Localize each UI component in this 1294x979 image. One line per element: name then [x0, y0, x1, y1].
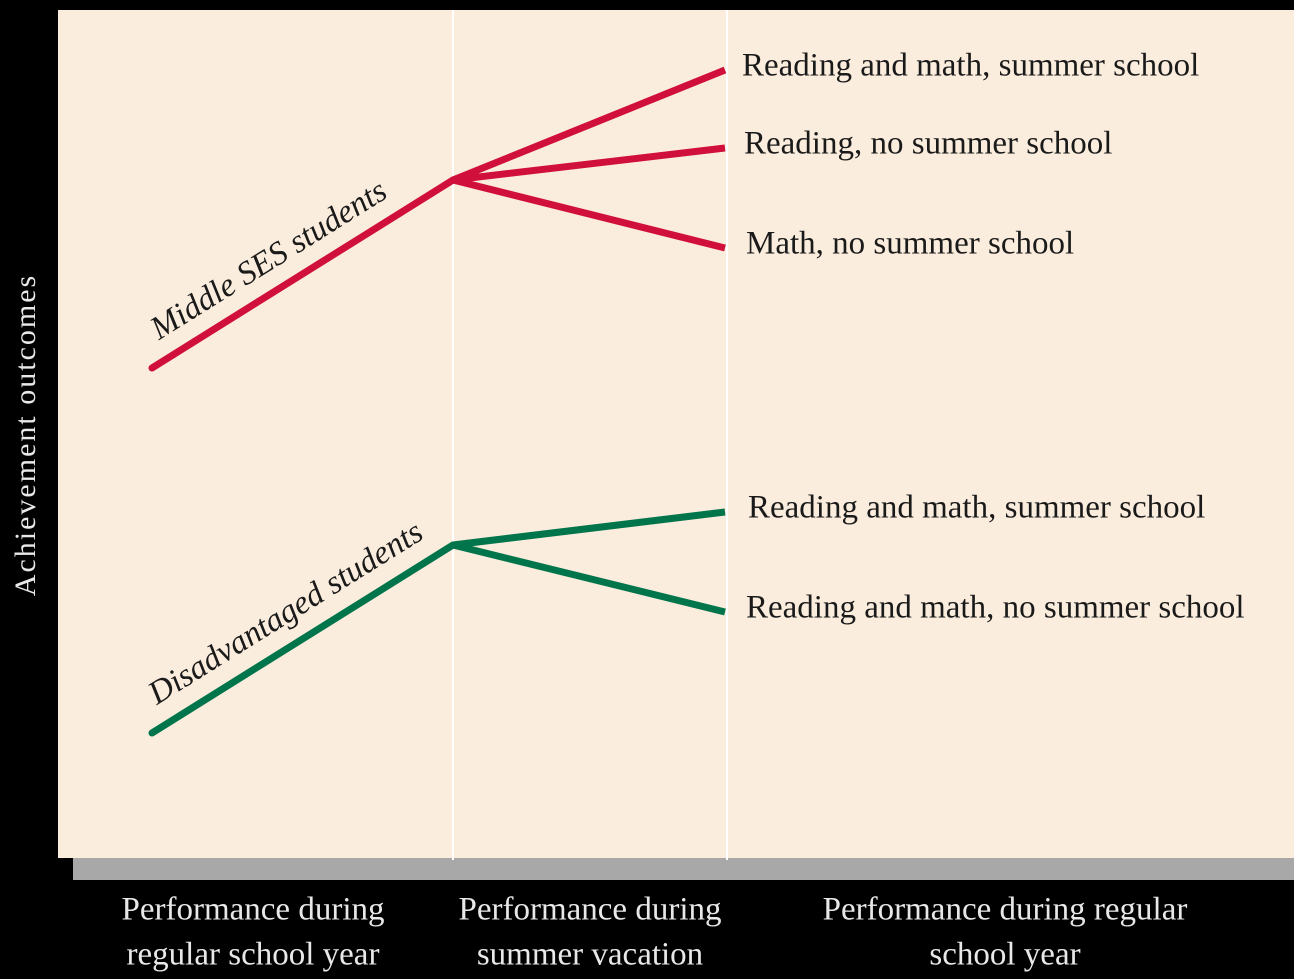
branch-line: [452, 176, 726, 252]
column-label: Performance during regular: [823, 892, 1188, 928]
column-label: Performance during: [122, 892, 385, 928]
trend-line: [148, 176, 457, 372]
branch-label: Reading, no summer school: [744, 126, 1112, 162]
branch-line: [452, 541, 726, 616]
column-label: summer vacation: [477, 937, 703, 973]
branch-line: [451, 66, 727, 184]
branch-label: Reading and math, summer school: [742, 48, 1199, 84]
trend-line: [148, 541, 457, 737]
branch-label: Reading and math, summer school: [748, 490, 1205, 526]
panel-shadow: [73, 858, 1294, 880]
branch-line: [452, 508, 726, 549]
branch-line: [452, 144, 726, 184]
column-label: regular school year: [127, 937, 380, 973]
column-label: Performance during: [459, 892, 722, 928]
column-label: school year: [929, 937, 1080, 973]
branch-label: Reading and math, no summer school: [746, 590, 1245, 626]
branch-label: Math, no summer school: [746, 226, 1074, 262]
y-axis-label: Achievement outcomes: [9, 274, 42, 596]
